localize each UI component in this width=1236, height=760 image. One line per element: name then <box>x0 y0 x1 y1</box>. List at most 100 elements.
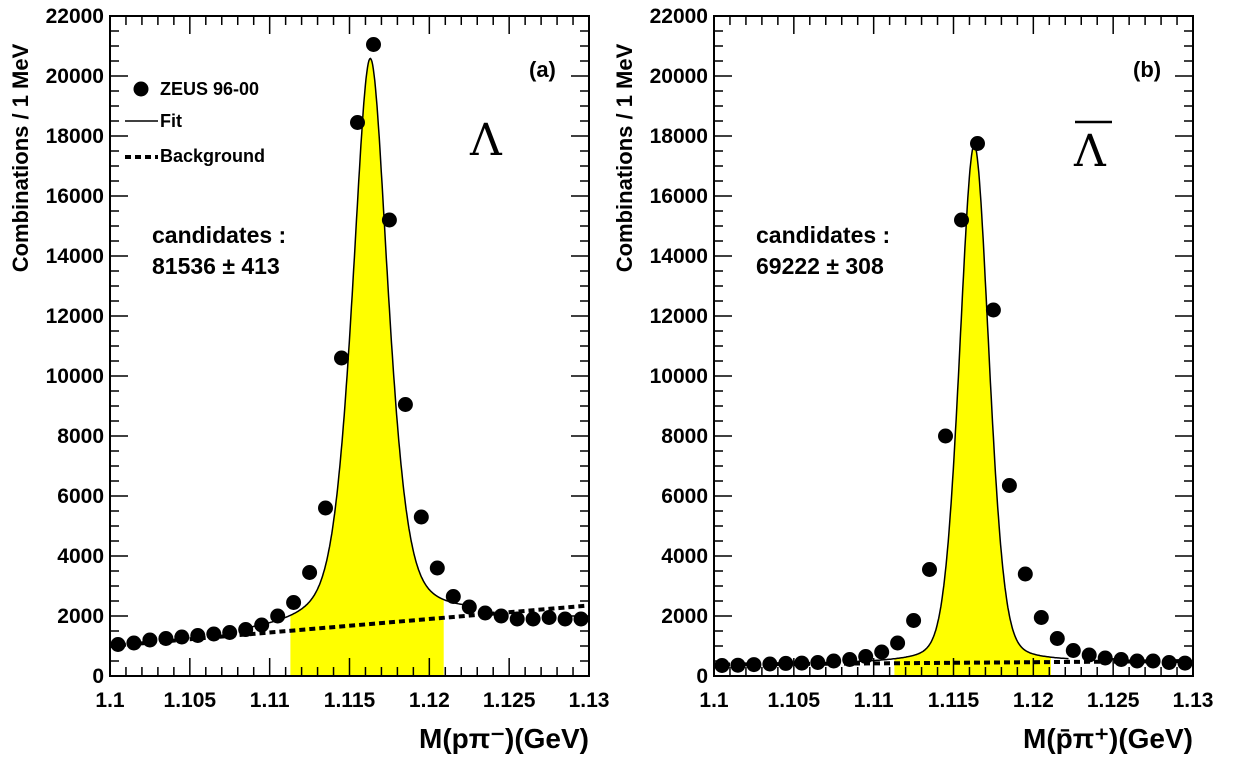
data-point <box>206 626 222 642</box>
data-point <box>1065 643 1081 658</box>
data-point <box>397 397 413 412</box>
data-point <box>270 608 286 624</box>
data-point <box>1001 478 1017 493</box>
y-tick-label: 22000 <box>650 5 708 28</box>
x-tick-label: 1.12 <box>409 689 450 712</box>
y-tick-label: 20000 <box>46 65 104 88</box>
background-line <box>109 603 590 648</box>
x-tick-label: 1.115 <box>324 689 376 712</box>
data-point <box>413 509 429 525</box>
data-point <box>557 611 573 627</box>
data-point <box>174 629 190 645</box>
x-tick-label: 1.115 <box>928 689 980 712</box>
panel-b-particle-symbol: Λ <box>1073 120 1112 177</box>
y-tick-label: 18000 <box>650 125 708 148</box>
y-tick-label: 0 <box>92 665 104 688</box>
panel-a-tick-labels: 1.1 1.105 1.11 1.115 1.12 1.125 1.13 0 2000 4000 6… <box>46 5 610 712</box>
data-point <box>429 560 445 576</box>
x-tick-label: 1.105 <box>164 689 217 712</box>
panel-a-candidates-value: 81536 ± 413 <box>152 253 280 279</box>
data-point <box>985 302 1001 318</box>
data-point <box>1129 653 1145 669</box>
y-tick-label: 12000 <box>46 305 104 328</box>
y-tick-label: 4000 <box>661 545 708 568</box>
panel-b-candidates-label: candidates : <box>756 222 890 248</box>
panel-a: Combinations / 1 MeV 1.1 1.105 1.11 1.115 1.… <box>8 5 609 754</box>
data-point <box>794 655 810 671</box>
data-point <box>778 655 794 671</box>
data-point <box>762 656 778 672</box>
data-point <box>573 611 589 627</box>
panel-a-ylabel: Combinations / 1 MeV <box>8 43 33 272</box>
data-point <box>302 565 318 580</box>
data-point <box>158 631 174 646</box>
x-tick-label: 1.1 <box>699 689 729 712</box>
data-point <box>381 212 397 228</box>
data-point <box>1177 655 1193 671</box>
fit-line <box>849 144 1069 663</box>
legend-data-marker <box>133 81 149 97</box>
panel-b-particle-letter: Λ <box>1073 126 1107 177</box>
panel-a-tag: (a) <box>529 57 556 82</box>
data-point <box>366 37 381 52</box>
data-point <box>286 595 302 610</box>
data-point <box>525 611 541 627</box>
x-tick-label: 1.13 <box>569 689 610 712</box>
data-point <box>938 428 953 444</box>
data-point <box>1145 653 1161 669</box>
data-point <box>746 657 762 673</box>
panel-a-signal-fill <box>290 58 444 676</box>
data-point <box>1049 631 1065 646</box>
data-point <box>190 628 206 643</box>
panel-b-axes <box>713 15 1194 677</box>
y-tick-label: 8000 <box>661 425 708 448</box>
x-tick-label: 1.105 <box>768 689 821 712</box>
y-tick-label: 4000 <box>57 545 104 568</box>
data-point <box>541 610 557 625</box>
data-point <box>906 613 922 628</box>
data-point <box>1161 655 1177 670</box>
y-tick-label: 2000 <box>57 605 104 628</box>
panel-a-xlabel: M(pπ⁻)(GeV) <box>419 723 589 754</box>
data-point <box>254 617 270 633</box>
panel-b-data-points <box>714 136 1193 673</box>
y-tick-label: 6000 <box>661 485 708 508</box>
panel-b-tick-labels: 1.1 1.105 1.11 1.115 1.12 1.125 1.13 0 2000 4000 6… <box>650 5 1214 712</box>
panel-b-candidates-value: 69222 ± 308 <box>756 253 884 279</box>
data-point <box>493 608 509 624</box>
data-point <box>1017 566 1033 582</box>
panel-b: Combinations / 1 MeV 1.1 1.105 1.11 1.115 1.… <box>612 5 1213 754</box>
panel-b-xlabel: M(p̄π⁺)(GeV) <box>1023 723 1193 754</box>
y-tick-label: 10000 <box>650 365 708 388</box>
x-tick-label: 1.11 <box>854 689 894 712</box>
panel-b-signal-fill <box>894 145 1051 676</box>
data-point <box>1113 652 1129 667</box>
y-tick-label: 10000 <box>46 365 104 388</box>
x-tick-label: 1.12 <box>1013 689 1054 712</box>
data-point <box>334 350 349 366</box>
data-point <box>842 652 858 667</box>
data-point <box>238 622 254 637</box>
data-point <box>477 605 493 621</box>
legend-background-label: Background <box>160 146 265 166</box>
data-point <box>1033 610 1049 625</box>
y-tick-label: 14000 <box>650 245 708 268</box>
panel-b-tag: (b) <box>1133 57 1161 82</box>
data-point <box>858 649 874 664</box>
x-tick-label: 1.11 <box>250 689 290 712</box>
x-tick-label: 1.125 <box>483 689 536 712</box>
x-tick-label: 1.125 <box>1087 689 1140 712</box>
data-point <box>509 611 525 627</box>
panel-b-ylabel: Combinations / 1 MeV <box>612 43 637 272</box>
data-point <box>445 589 461 604</box>
signal-region-fill <box>290 58 444 676</box>
data-point <box>1097 650 1113 666</box>
data-point <box>126 635 142 651</box>
y-tick-label: 16000 <box>650 185 708 208</box>
y-tick-label: 14000 <box>46 245 104 268</box>
legend-fit-label: Fit <box>160 111 182 131</box>
data-point <box>222 625 238 640</box>
y-tick-label: 6000 <box>57 485 104 508</box>
panel-a-legend: ZEUS 96-00 Fit Background <box>125 79 265 166</box>
